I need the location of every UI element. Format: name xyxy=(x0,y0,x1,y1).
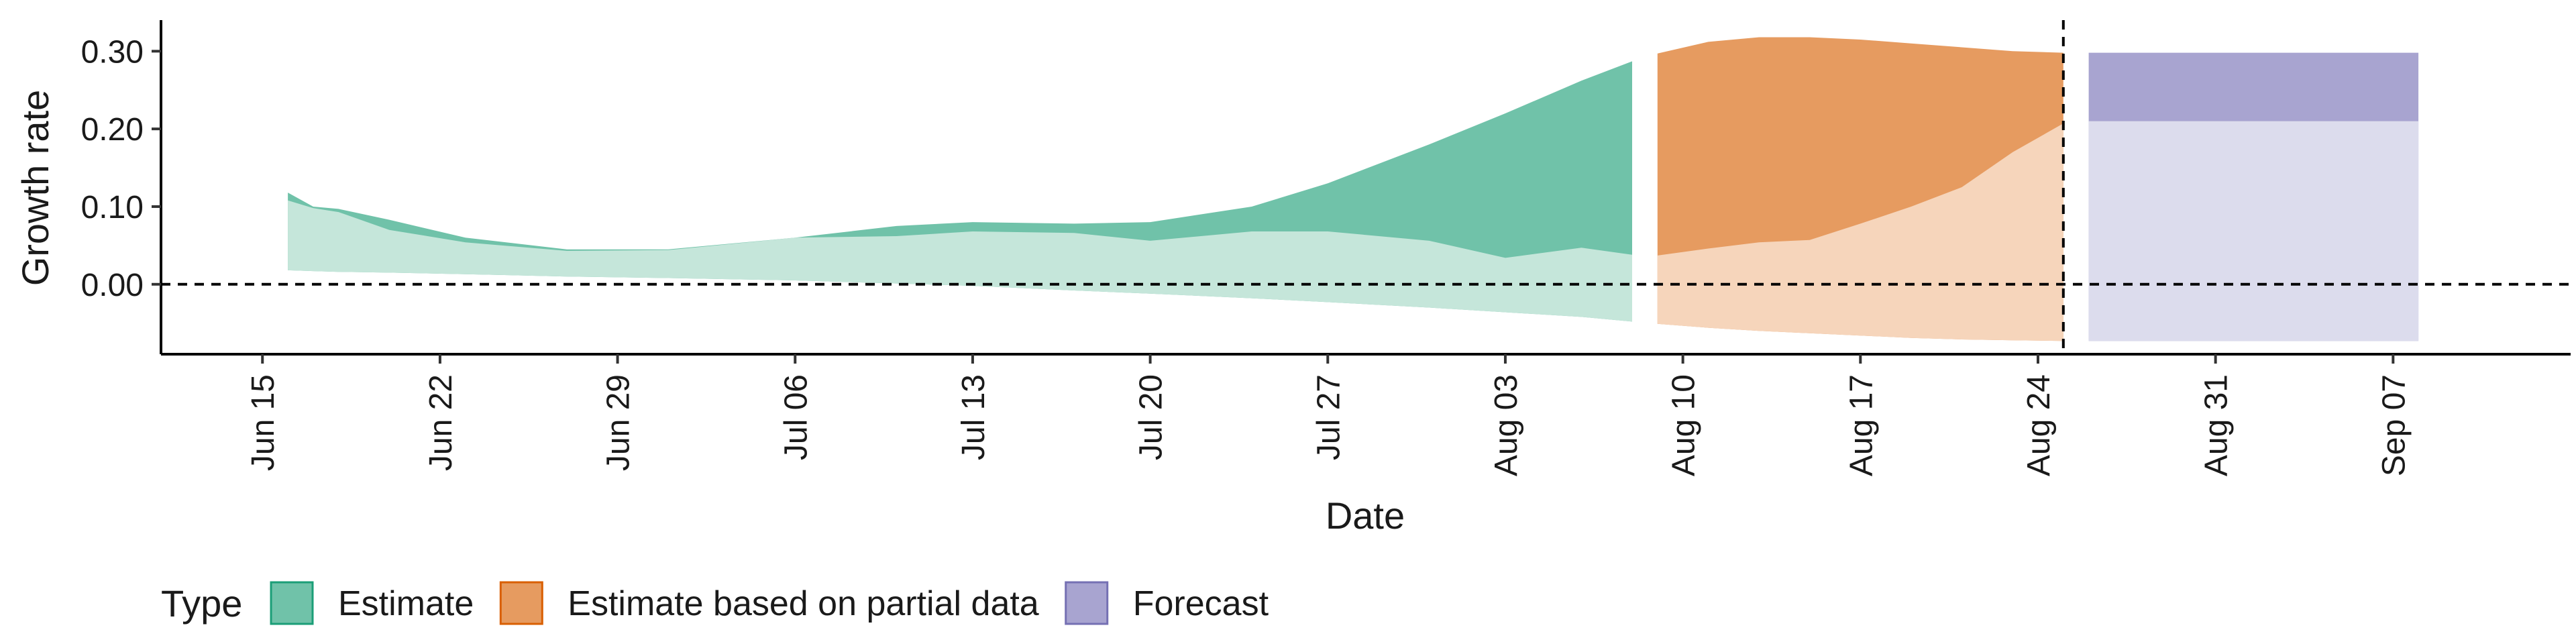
x-axis-title: Date xyxy=(1326,494,1405,537)
y-tick-label: 0.20 xyxy=(81,112,144,148)
x-tick-label: Aug 17 xyxy=(1843,374,1879,476)
legend-label-2: Forecast xyxy=(1133,584,1269,623)
x-tick-label: Aug 03 xyxy=(1489,374,1524,476)
band-inner-1 xyxy=(1657,123,2063,341)
y-tick-label: 0.30 xyxy=(81,34,144,70)
y-axis-title: Growth rate xyxy=(14,90,56,286)
x-tick-label: Jul 13 xyxy=(956,374,991,460)
band-inner-0 xyxy=(288,200,1633,322)
legend-swatch-0 xyxy=(270,581,314,625)
y-tick-label: 0.00 xyxy=(81,268,144,303)
x-tick-label: Aug 31 xyxy=(2199,374,2235,476)
legend-swatch-2 xyxy=(1065,581,1109,625)
legend-label-0: Estimate xyxy=(338,584,474,623)
legend-swatch-1 xyxy=(499,581,543,625)
x-tick-label: Aug 10 xyxy=(1666,374,1702,476)
series-2 xyxy=(2088,52,2419,341)
x-tick-label: Jun 22 xyxy=(423,374,459,471)
band-inner-2 xyxy=(2088,121,2419,341)
x-tick-label: Jul 20 xyxy=(1134,374,1169,460)
x-tick-label: Jun 15 xyxy=(246,374,281,471)
x-tick-label: Jul 06 xyxy=(778,374,814,460)
x-tick-label: Aug 24 xyxy=(2021,374,2057,476)
series-0 xyxy=(288,61,1633,322)
x-tick-label: Jun 29 xyxy=(601,374,637,471)
x-tick-label: Sep 07 xyxy=(2376,374,2412,476)
x-tick-label: Jul 27 xyxy=(1311,374,1346,460)
reference-lines xyxy=(161,20,2571,354)
y-tick-label: 0.10 xyxy=(81,190,144,225)
legend-title: Type xyxy=(161,582,242,625)
axes: 0.00 0.10 0.20 0.30 Jun 15 Jun 22 Jun 29 Jul 06… xyxy=(81,20,2571,476)
legend-label-1: Estimate based on partial data xyxy=(568,584,1039,623)
series-1 xyxy=(1657,37,2063,341)
legend: Type Estimate Estimate based on partial da… xyxy=(161,581,1269,625)
series-layer xyxy=(288,37,2419,341)
